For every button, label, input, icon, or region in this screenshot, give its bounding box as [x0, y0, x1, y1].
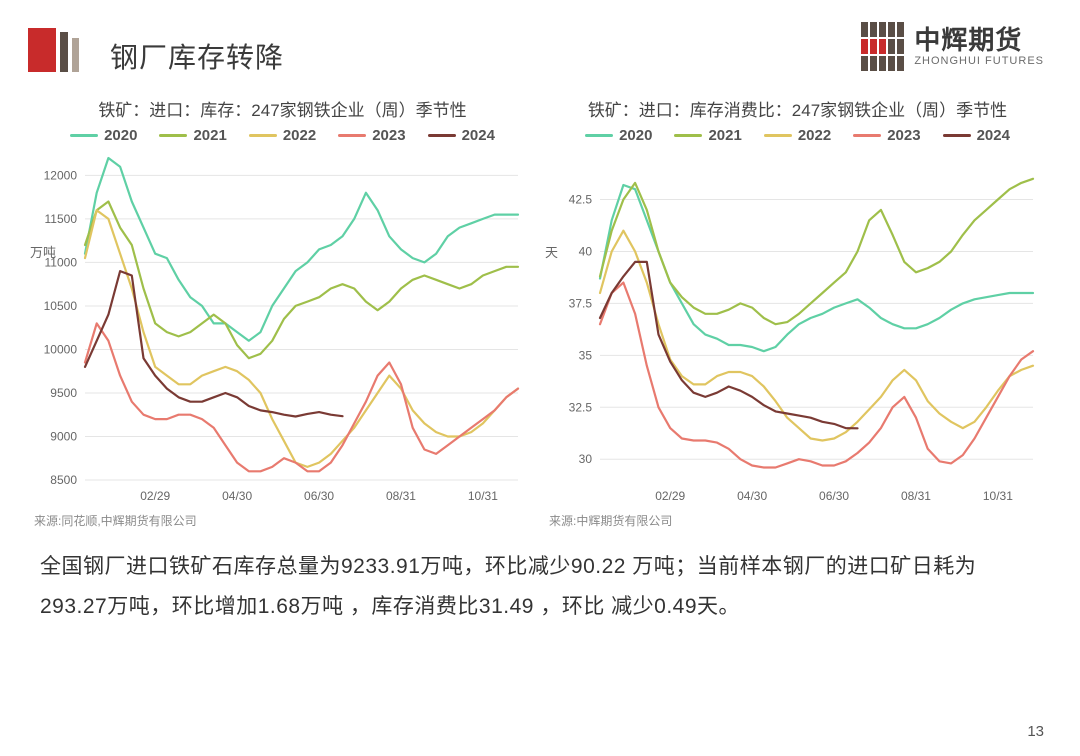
charts-row: 铁矿：进口：库存：247家钢铁企业（周）季节性 2020 2021 2022 2023…: [0, 90, 1080, 529]
svg-text:30: 30: [579, 452, 593, 466]
svg-text:8500: 8500: [50, 473, 77, 487]
svg-text:06/30: 06/30: [304, 489, 334, 503]
legend-item-2021: 2021: [159, 127, 226, 144]
chart-left-ylabel: 万吨: [30, 242, 56, 261]
chart-left-legend: 2020 2021 2022 2023 2024: [30, 127, 535, 144]
logo-text-cn: 中辉期货: [914, 27, 1044, 53]
svg-text:10500: 10500: [44, 299, 78, 313]
svg-text:32.5: 32.5: [569, 400, 593, 414]
chart-left-source: 来源:同花顺,中辉期货有限公司: [34, 512, 535, 529]
svg-text:9000: 9000: [50, 429, 77, 443]
accent-bar-red: [28, 28, 56, 72]
page-title: 钢厂库存转降: [110, 36, 284, 76]
svg-text:06/30: 06/30: [819, 489, 849, 503]
svg-text:42.5: 42.5: [569, 193, 593, 207]
series-y2020: [85, 158, 518, 341]
accent-bar-dark: [60, 32, 68, 72]
legend-item-2022: 2022: [249, 127, 316, 144]
svg-text:08/31: 08/31: [386, 489, 416, 503]
series-y2021: [85, 202, 518, 359]
chart-left-title: 铁矿：进口：库存：247家钢铁企业（周）季节性: [30, 96, 535, 121]
accent-bar-light: [72, 38, 79, 72]
legend-item-2024: 2024: [428, 127, 495, 144]
svg-text:02/29: 02/29: [140, 489, 170, 503]
series-y2024: [85, 271, 343, 416]
logo-text-en: ZHONGHUI FUTURES: [914, 56, 1044, 67]
svg-text:04/30: 04/30: [737, 489, 767, 503]
svg-text:02/29: 02/29: [655, 489, 685, 503]
legend-item-2020: 2020: [70, 127, 137, 144]
chart-right-ylabel: 天: [545, 242, 558, 261]
header-accent-bars: [28, 28, 79, 72]
chart-left: 铁矿：进口：库存：247家钢铁企业（周）季节性 2020 2021 2022 2023…: [30, 90, 535, 529]
svg-text:08/31: 08/31: [901, 489, 931, 503]
legend-item-2020: 2020: [585, 127, 652, 144]
company-logo: 中辉期货 ZHONGHUI FUTURES: [861, 22, 1044, 71]
chart-right-source: 来源:中辉期货有限公司: [549, 512, 1050, 529]
svg-text:35: 35: [579, 348, 593, 362]
series-y2022: [600, 231, 1033, 441]
svg-text:10000: 10000: [44, 342, 78, 356]
svg-text:12000: 12000: [44, 168, 78, 182]
legend-item-2023: 2023: [853, 127, 920, 144]
header: 钢厂库存转降 中辉期货 ZHONGHUI FUTURES: [0, 0, 1080, 90]
legend-item-2021: 2021: [674, 127, 741, 144]
svg-text:10/31: 10/31: [468, 489, 498, 503]
svg-text:11500: 11500: [45, 212, 78, 226]
legend-item-2024: 2024: [943, 127, 1010, 144]
summary-text: 全国钢厂进口铁矿石库存总量为9233.91万吨，环比减少90.22 万吨；当前样…: [0, 529, 1080, 627]
legend-item-2023: 2023: [338, 127, 405, 144]
chart-right: 铁矿：进口：库存消费比：247家钢铁企业（周）季节性 2020202120222…: [545, 90, 1050, 529]
chart-right-svg: 30 32.5 35 37.5 40 42.5 02/29 04/30 06/30 08/31 10…: [545, 148, 1045, 508]
svg-text:04/30: 04/30: [222, 489, 252, 503]
logo-mark: [861, 22, 904, 71]
page-number: 13: [1027, 723, 1044, 740]
svg-text:9500: 9500: [50, 386, 77, 400]
svg-text:37.5: 37.5: [569, 296, 593, 310]
series-y2023: [85, 323, 518, 471]
chart-left-svg: 850090009500100001050011000115001200002/…: [30, 148, 530, 508]
chart-right-title: 铁矿：进口：库存消费比：247家钢铁企业（周）季节性: [545, 96, 1050, 121]
series-y2022: [85, 210, 518, 467]
chart-right-legend: 2020 2021 2022 2023 2024: [545, 127, 1050, 144]
svg-text:10/31: 10/31: [983, 489, 1013, 503]
svg-text:40: 40: [579, 244, 593, 258]
legend-item-2022: 2022: [764, 127, 831, 144]
